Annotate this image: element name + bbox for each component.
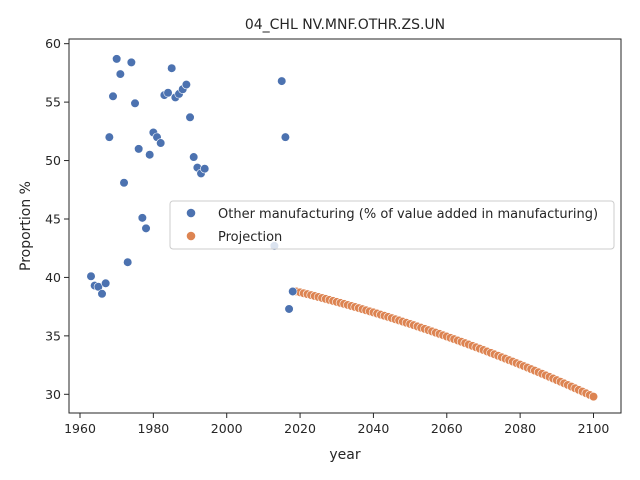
chart-title: 04_CHL NV.MNF.OTHR.ZS.UN: [245, 17, 445, 33]
data-point: [145, 150, 155, 160]
plot-points: [86, 54, 599, 402]
legend: Other manufacturing (% of value added in…: [169, 200, 615, 250]
y-tick-label: 40: [45, 270, 61, 285]
data-point: [115, 69, 125, 79]
data-point: [119, 178, 129, 188]
data-point: [130, 98, 140, 108]
legend-marker-projection: [186, 231, 196, 241]
data-point: [277, 76, 287, 86]
data-point: [123, 257, 133, 267]
x-tick-label: 2100: [578, 421, 610, 436]
y-axis-label: Proportion %: [18, 181, 34, 271]
data-point: [189, 152, 199, 162]
data-point: [200, 164, 210, 174]
data-point: [163, 88, 173, 98]
data-point: [156, 138, 166, 148]
x-axis-label: year: [329, 447, 360, 463]
x-axis-ticks: 1960 1980 2000 2020 2040 2060 2080 2100: [64, 413, 609, 436]
x-tick-label: 2020: [284, 421, 316, 436]
legend-label-projection: Projection: [218, 230, 282, 245]
x-tick-label: 2040: [358, 421, 390, 436]
y-axis-ticks: 30 35 40 45 50 55 60: [45, 36, 69, 402]
data-point: [126, 57, 136, 67]
x-tick-label: 2060: [431, 421, 463, 436]
x-tick-label: 2080: [504, 421, 536, 436]
plot-frame: [68, 38, 622, 414]
data-point: [104, 132, 114, 142]
data-point: [167, 63, 177, 73]
data-point: [97, 289, 107, 299]
legend-box: [169, 200, 615, 250]
x-tick-label: 1980: [137, 421, 169, 436]
data-point: [280, 132, 290, 142]
data-point: [181, 79, 191, 90]
y-tick-label: 60: [45, 36, 61, 51]
y-tick-label: 30: [45, 387, 61, 402]
projection-point: [588, 392, 599, 402]
data-point: [101, 278, 111, 288]
data-point: [137, 213, 147, 223]
y-tick-label: 50: [45, 153, 61, 168]
data-point: [288, 286, 298, 297]
data-point: [86, 271, 96, 281]
y-tick-label: 35: [45, 328, 61, 343]
legend-marker-other-manufacturing: [186, 208, 196, 218]
data-point: [108, 91, 118, 101]
data-point: [141, 223, 151, 233]
y-tick-label: 55: [45, 95, 61, 110]
x-tick-label: 2000: [211, 421, 243, 436]
data-point: [112, 54, 122, 64]
data-point: [185, 112, 195, 122]
legend-label-other-manufacturing: Other manufacturing (% of value added in…: [218, 207, 598, 222]
x-tick-label: 1960: [64, 421, 96, 436]
data-point: [284, 304, 294, 314]
data-point: [134, 144, 144, 154]
y-tick-label: 45: [45, 211, 61, 226]
